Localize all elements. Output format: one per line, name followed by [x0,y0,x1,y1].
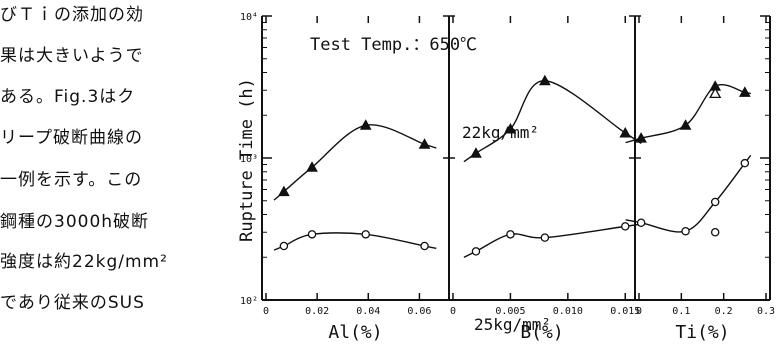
x-tick-label: 0.2 [715,306,733,317]
data-point-circle [621,222,630,231]
fit-curve [625,84,751,144]
data-point-circle [506,230,515,239]
y-axis-label: Rupture Time (h) [237,78,257,242]
data-point-triangle [278,185,290,197]
body-text-line: 一例を示す。この [0,170,143,190]
y-tick-label: 10⁴ [240,12,258,23]
data-point-circle [279,241,289,251]
data-point-open-triangle [709,87,722,99]
x-tick-label: 0.3 [757,306,775,317]
y-tick-label: 10³ [240,154,258,165]
x-tick-label: 0.06 [407,306,431,317]
x-tick-label: 0.015 [610,306,640,317]
x-tick-label: 0.010 [553,306,583,317]
x-tick-label: 0.02 [305,306,329,317]
data-point-circle [636,218,646,227]
data-point-triangle [306,161,318,172]
body-text-line: 果は大きいようで [0,46,144,66]
fit-curve [463,223,642,258]
data-point-circle [740,158,750,168]
data-point-triangle [470,147,482,158]
data-point-triangle [738,86,751,97]
data-point-circle [307,230,317,239]
data-point-triangle [359,119,372,130]
fit-curve [463,80,642,163]
x-axis-label: Ti(%) [675,322,729,343]
x-axis-label: Al(%) [328,322,382,343]
y-tick-label: 10² [240,296,258,307]
body-text-line: 強度は約22kg/mm² [0,252,168,272]
chart-title: Test Temp.：650℃ [310,35,477,55]
x-axis-label: B(%) [520,322,563,343]
x-tick-label: 0 [450,306,456,317]
x-tick-label: 0.1 [672,306,690,317]
data-point-circle [471,247,481,256]
annotation-22kg: 22kg/mm² [462,123,539,142]
x-tick-label: 0.04 [356,306,380,317]
x-tick-label: 0.005 [495,306,525,317]
data-point-triangle [635,132,647,143]
data-point-circle [710,227,720,237]
data-point-triangle [539,74,551,86]
fit-curve [273,232,437,251]
body-text-column: びＴｉの添加の効 果は大きいようで ある。Fig.3はク リープ破断曲線の 一例… [0,0,240,347]
data-point-triangle [679,119,692,130]
body-text-line: ある。Fig.3はク [0,87,136,107]
data-point-circle [420,241,429,251]
data-point-circle [540,233,550,242]
body-text-line: 鋼種の3000h破断 [0,212,150,232]
x-tick-label: 0 [636,306,642,317]
data-point-triangle [418,138,431,149]
data-point-circle [710,197,720,207]
data-point-triangle [619,126,632,138]
fit-curve [273,124,437,201]
data-point-circle [361,230,370,239]
annotation-25kg: 25kg/mm² [474,315,551,334]
body-text-line: であり従来のSUS [0,293,145,313]
x-tick-label: 0 [263,306,269,317]
data-point-triangle [504,122,517,134]
data-point-circle [681,226,690,236]
body-text-line: びＴｉの添加の効 [0,5,144,25]
body-text-line: リープ破断曲線の [0,128,143,148]
rupture-time-chart: 10² 10³ 10⁴ 0 0.02 0.04 0.06 Al(%) 0 0.005 0.010 0.… [237,12,775,343]
figure-3: 10² 10³ 10⁴ 0 0.02 0.04 0.06 Al(%) 0 0.005 0.010 0.… [222,0,778,347]
